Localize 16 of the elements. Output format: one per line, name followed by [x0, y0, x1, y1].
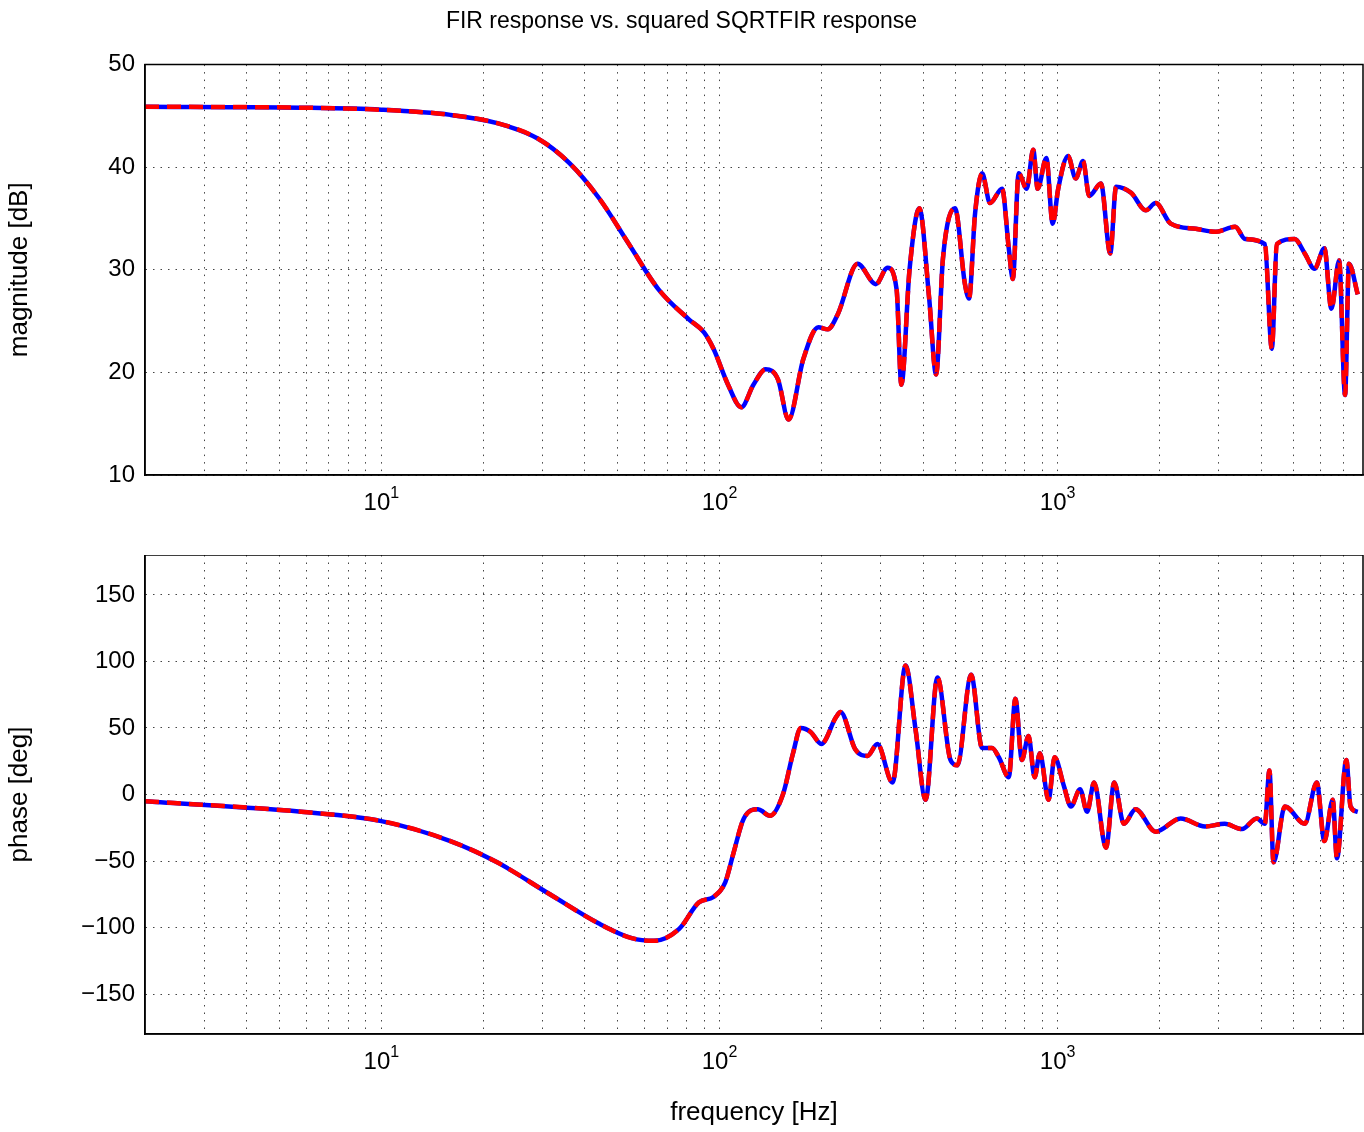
y-tick-label: 100: [94, 646, 135, 674]
y-tick-label: 150: [94, 579, 135, 607]
y-axis-title: phase [deg]: [2, 726, 33, 863]
chart-title: FIR response vs. squared SQRTFIR response: [445, 7, 918, 34]
x-axis-title: frequency [Hz]: [670, 1095, 838, 1126]
y-tick-label: 0: [121, 779, 136, 807]
y-tick-label: −100: [80, 912, 135, 940]
y-tick-label: 30: [108, 254, 136, 282]
y-axis-title: magnitude [dB]: [2, 182, 33, 358]
y-tick-label: 40: [108, 151, 136, 179]
y-tick-label: 10: [108, 459, 136, 487]
y-tick-label: 50: [108, 712, 136, 740]
y-tick-label: 50: [108, 49, 136, 77]
y-tick-label: −50: [94, 845, 136, 873]
y-tick-label: −150: [80, 978, 135, 1006]
y-tick-label: 20: [108, 357, 136, 385]
